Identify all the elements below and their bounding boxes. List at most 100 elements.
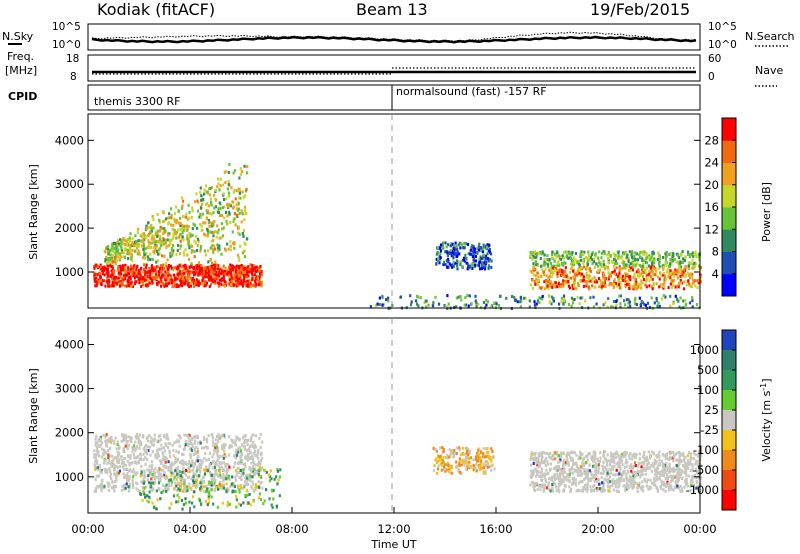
velocity-cell	[615, 462, 618, 466]
power-cell	[639, 302, 642, 306]
velocity-cell	[168, 469, 172, 473]
velocity-cell	[176, 457, 179, 461]
velocity-cell	[542, 483, 545, 487]
power-cell	[657, 266, 660, 270]
power-cell	[588, 279, 591, 283]
power-cell	[189, 235, 192, 238]
power-cell	[613, 268, 616, 272]
power-cell	[190, 233, 193, 237]
power-cell	[167, 263, 170, 267]
power-cell	[644, 259, 647, 262]
power-cell	[96, 272, 99, 276]
power-cell	[128, 269, 131, 273]
power-cell	[175, 283, 178, 287]
velocity-cell	[167, 465, 170, 469]
velocity-cell	[106, 468, 109, 472]
power-cell	[490, 259, 493, 263]
velocity-cell	[214, 460, 217, 464]
velocity-cell	[231, 440, 234, 444]
power-cell	[468, 266, 471, 270]
velocity-cell	[217, 433, 220, 437]
velocity-cell	[557, 460, 560, 464]
power-cell	[683, 256, 686, 260]
power-cell	[540, 251, 543, 255]
power-cell	[628, 269, 631, 272]
power-cell	[617, 280, 620, 284]
power-cell	[437, 259, 440, 263]
velocity-cell	[227, 474, 230, 478]
velocity-cell	[153, 439, 156, 443]
power-cell	[244, 267, 247, 270]
power-cell	[532, 254, 535, 258]
power-cell	[120, 249, 123, 253]
velocity-cell	[95, 434, 98, 438]
power-cell	[165, 281, 168, 284]
power-cell	[215, 235, 218, 239]
velocity-cell	[237, 466, 240, 470]
power-cell	[589, 279, 592, 283]
power-cell	[157, 259, 160, 263]
velocity-cell	[193, 448, 196, 452]
velocity-cell	[176, 474, 179, 478]
power-cell	[534, 274, 537, 278]
velocity-cell	[195, 469, 198, 473]
velocity-cell	[664, 489, 667, 493]
power-cell	[374, 304, 377, 308]
power-cell	[191, 209, 194, 213]
power-cell	[203, 249, 206, 253]
velocity-cell	[156, 476, 159, 479]
power-cell	[619, 276, 622, 280]
velocity-cell	[153, 471, 156, 475]
velocity-cell	[148, 469, 151, 472]
power-cell	[187, 243, 190, 247]
velocity-cell	[224, 443, 227, 447]
power-cell	[692, 266, 695, 270]
power-cell	[177, 272, 180, 276]
power-cell	[217, 246, 220, 250]
velocity-cell	[126, 439, 129, 443]
velocity-cell	[557, 488, 560, 491]
velocity-cell	[247, 456, 250, 460]
velocity-cell	[672, 450, 675, 454]
power-cell	[538, 285, 541, 289]
velocity-cell	[677, 463, 680, 467]
power-cell	[672, 302, 675, 306]
velocity-cell	[115, 447, 118, 451]
power-cell	[127, 238, 131, 242]
power-cell	[131, 268, 134, 272]
power-cell	[142, 245, 146, 248]
y-tick-label: 3000	[55, 177, 84, 191]
velocity-cell	[662, 488, 665, 492]
power-cell	[424, 299, 427, 303]
velocity-cell	[142, 490, 145, 494]
power-cell	[457, 243, 460, 247]
velocity-cell	[183, 489, 186, 492]
power-cell	[137, 269, 140, 273]
velocity-cell	[221, 501, 224, 505]
power-cell	[171, 247, 174, 251]
power-cell	[594, 254, 597, 258]
velocity-cell	[657, 476, 660, 480]
power-cell	[129, 251, 132, 255]
velocity-cell	[147, 474, 150, 478]
velocity-cell	[653, 482, 656, 486]
power-cell	[216, 273, 219, 277]
velocity-cell	[243, 441, 246, 444]
velocity-cell	[107, 459, 110, 463]
velocity-cell	[164, 487, 168, 491]
power-cell	[211, 261, 214, 265]
power-cell	[239, 172, 242, 176]
velocity-cell	[591, 476, 594, 480]
power-cell	[618, 265, 621, 269]
velocity-cell	[117, 453, 120, 457]
velocity-cell	[135, 487, 138, 491]
power-cell	[471, 253, 474, 256]
velocity-cell	[243, 445, 246, 449]
power-cell	[260, 284, 263, 288]
velocity-cell	[207, 487, 210, 491]
velocity-cell	[150, 436, 153, 440]
power-cell	[259, 272, 262, 276]
power-cell	[669, 276, 672, 280]
power-cell	[179, 271, 183, 275]
power-cell	[203, 267, 206, 270]
